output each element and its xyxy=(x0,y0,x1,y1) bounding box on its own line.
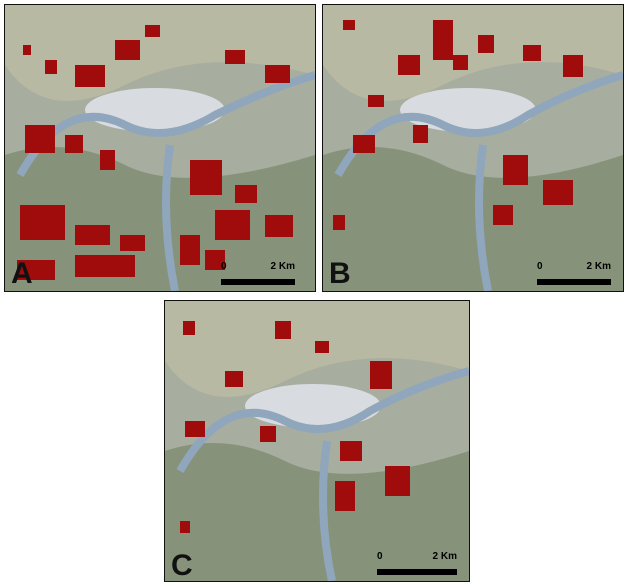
map-panel-b: B 0 2 Km xyxy=(322,4,624,292)
scale-bar-c: 0 2 Km xyxy=(377,551,457,575)
red-patches-c xyxy=(180,321,410,533)
scale-end-b: 2 Km xyxy=(586,261,611,272)
red-patches-a xyxy=(17,25,293,280)
scale-end-a: 2 Km xyxy=(270,261,295,272)
satellite-map-a xyxy=(5,5,315,291)
red-patches-b xyxy=(333,20,583,230)
scale-line-b xyxy=(537,279,611,285)
scale-end-c: 2 Km xyxy=(432,551,457,562)
satellite-map-b xyxy=(323,5,623,291)
scale-line-c xyxy=(377,569,457,575)
panel-letter-c: C xyxy=(171,549,193,582)
scale-bar-a: 0 2 Km xyxy=(221,261,295,285)
scale-start-c: 0 xyxy=(377,551,383,562)
panel-letter-b: B xyxy=(329,257,351,290)
scale-start-b: 0 xyxy=(537,261,543,272)
map-panel-c: C 0 2 Km xyxy=(164,300,470,582)
satellite-map-c xyxy=(165,301,469,581)
scale-line-a xyxy=(221,279,295,285)
scale-bar-b: 0 2 Km xyxy=(537,261,611,285)
scale-start-a: 0 xyxy=(221,261,227,272)
panel-letter-a: A xyxy=(11,257,33,290)
map-panel-a: A 0 2 Km xyxy=(4,4,316,292)
